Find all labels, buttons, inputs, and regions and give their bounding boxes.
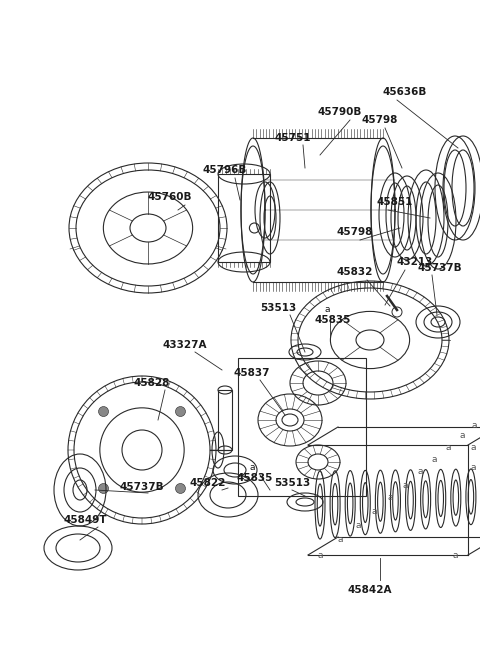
Text: a: a xyxy=(470,443,476,453)
Text: 45737B: 45737B xyxy=(418,263,462,273)
Text: a: a xyxy=(337,536,343,544)
Text: 53513: 53513 xyxy=(260,303,296,313)
Circle shape xyxy=(98,407,108,417)
Circle shape xyxy=(176,483,185,493)
Text: a: a xyxy=(431,455,437,464)
Text: 45828: 45828 xyxy=(134,378,170,388)
Text: 45842A: 45842A xyxy=(348,585,392,595)
Text: a: a xyxy=(452,550,458,559)
Text: 45636B: 45636B xyxy=(383,87,427,97)
Text: 45798: 45798 xyxy=(362,115,398,125)
Text: 45832: 45832 xyxy=(337,267,373,277)
Text: a: a xyxy=(355,521,361,531)
Circle shape xyxy=(98,483,108,493)
Text: 53513: 53513 xyxy=(274,478,310,488)
Text: 45796B: 45796B xyxy=(203,165,247,175)
Text: a: a xyxy=(470,464,476,472)
Circle shape xyxy=(176,407,185,417)
Text: 45790B: 45790B xyxy=(318,107,362,117)
Text: 45837: 45837 xyxy=(234,368,270,378)
Text: 45835: 45835 xyxy=(237,473,273,483)
Text: a: a xyxy=(371,508,377,517)
Text: a: a xyxy=(471,421,477,430)
Text: 43327A: 43327A xyxy=(163,340,207,350)
Text: 45751: 45751 xyxy=(275,133,311,143)
Text: a: a xyxy=(324,305,330,314)
Text: a: a xyxy=(317,550,323,559)
Text: 43213: 43213 xyxy=(397,257,433,267)
Bar xyxy=(218,390,232,450)
Text: 45849T: 45849T xyxy=(63,515,107,525)
Text: a: a xyxy=(445,443,451,451)
Text: 45798: 45798 xyxy=(337,227,373,237)
Bar xyxy=(218,174,270,262)
Text: 45760B: 45760B xyxy=(148,192,192,202)
Bar xyxy=(238,358,366,496)
Text: 45851: 45851 xyxy=(377,197,413,207)
Text: a: a xyxy=(387,493,393,502)
Text: a: a xyxy=(417,468,423,476)
Text: a: a xyxy=(459,430,465,440)
Text: a: a xyxy=(249,464,255,472)
Text: a: a xyxy=(402,481,408,489)
Text: 45835: 45835 xyxy=(315,315,351,325)
Text: 45822: 45822 xyxy=(190,478,226,488)
Text: 45737B: 45737B xyxy=(120,482,164,492)
